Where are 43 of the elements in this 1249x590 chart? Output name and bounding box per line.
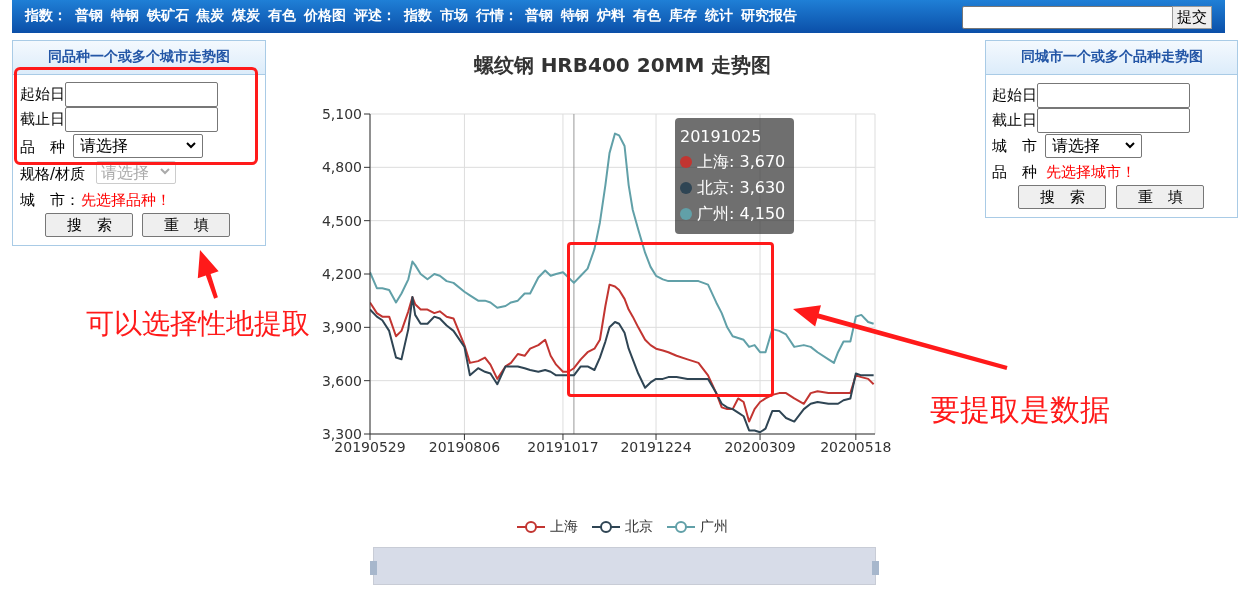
button: 重 填 [1116,185,1204,209]
annotation: 北京: 3,630 [697,178,786,199]
legend-label: 上海 [550,518,578,536]
legend-label: 北京 [625,518,653,536]
annotation: 上海: 3,670 [697,152,786,173]
text: 先选择品种！ [81,191,171,210]
annotation: 20191025 [680,127,762,146]
button: 提交 [1172,6,1212,29]
text: 请选择 [1052,136,1100,157]
button: 搜 索 [45,213,133,237]
text: 截止日 [20,110,65,129]
line-series [370,132,875,364]
text: 起始日 [20,85,65,104]
y-tick-label: 4,200 [321,265,362,282]
text: 可以选择性地提取 [86,306,310,342]
y-tick-label: 4,800 [321,159,362,176]
line-series [370,283,875,423]
chart-title: 螺纹钢 HRB400 20MM 走势图 [472,52,773,79]
button: 搜 索 [1018,185,1106,209]
y-tick-label: 5,100 [321,105,362,122]
text: 先选择城市！ [1046,163,1136,182]
annotation: 广州: 4,150 [697,204,786,225]
text: 要提取是数据 [930,391,1110,429]
y-tick-label: 3,600 [321,372,362,389]
x-tick-label: 20200309 [724,438,796,455]
text: 品 种 [20,138,65,157]
text: 城 市 [992,137,1037,156]
text: 截止日 [992,111,1037,130]
text: 起始日 [992,86,1037,105]
x-tick-label: 20190806 [428,438,501,455]
text: 规格/材质 [20,165,86,184]
x-tick-label: 20191224 [620,438,692,455]
legend-label: 广州 [700,518,728,536]
y-tick-label: 4,500 [321,212,362,229]
text: 指数： 普钢 特钢 铁矿石 焦炭 煤炭 有色 价格图 评述： 指数 市场 行情： 普钢 特钢 炉料 有色 库存 统计 研究报告 [25,7,797,25]
y-tick-label: 3,900 [321,319,362,336]
text: 城 市： [20,191,80,210]
x-tick-label: 20200518 [820,438,892,455]
text: 品 种 [992,163,1037,182]
text: 请选择 [101,163,149,184]
button: 重 填 [142,213,230,237]
text: 请选择 [80,136,128,157]
x-tick-label: 20191017 [527,438,599,455]
